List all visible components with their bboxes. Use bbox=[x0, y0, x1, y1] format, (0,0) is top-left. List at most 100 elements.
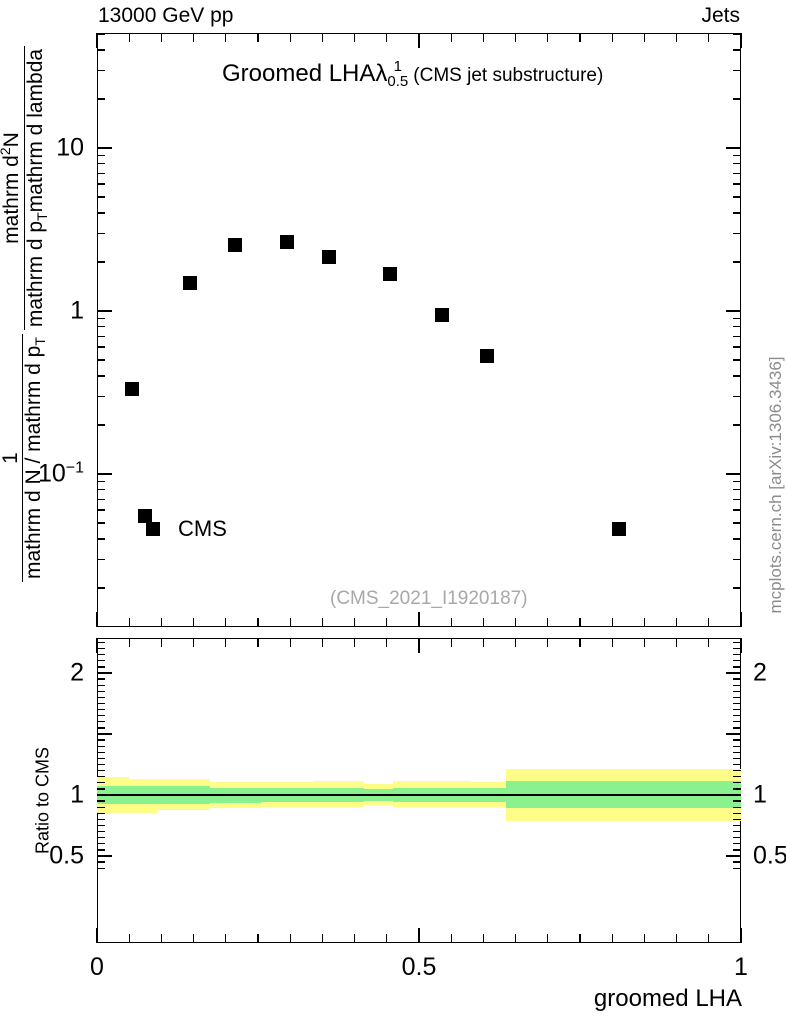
plot-title-lambda-sub: 0.5 bbox=[387, 72, 409, 90]
x-tick-mark bbox=[321, 33, 324, 42]
x-tick-mark bbox=[611, 618, 613, 627]
y-tick-label: 10 bbox=[56, 133, 84, 162]
plot-title: Groomed LHAλ 1 0.5 (CMS jet substructure) bbox=[222, 58, 604, 90]
ratio-y-tick-mark bbox=[97, 745, 105, 747]
x-tick-mark bbox=[160, 618, 163, 627]
y-axis-den-lambda: mathrm d lambda bbox=[23, 48, 47, 213]
ratio-x-tick-mark bbox=[740, 928, 742, 943]
ratio-x-tick-mark bbox=[353, 934, 356, 943]
ratio-x-tick-mark bbox=[643, 934, 646, 943]
y-tick-mark bbox=[97, 522, 105, 524]
y-tick-mark bbox=[733, 424, 741, 426]
ratio-x-tick-mark bbox=[128, 638, 130, 647]
y-tick-mark bbox=[97, 538, 105, 540]
ratio-y-tick-mark bbox=[97, 739, 105, 741]
analysis-id-label: (CMS_2021_I1920187) bbox=[330, 588, 528, 609]
x-tick-label: 1 bbox=[734, 953, 748, 981]
y-axis-title-main-fraction: mathrm d2N mathrm d pTmathrm d lambda bbox=[0, 45, 50, 331]
ratio-y-tick-mark bbox=[97, 830, 105, 833]
x-tick-mark bbox=[482, 618, 485, 627]
legend: CMS bbox=[146, 516, 227, 542]
ratio-y-tick-mark bbox=[733, 684, 741, 686]
data-point-marker bbox=[321, 249, 336, 264]
y-tick-mark bbox=[97, 69, 105, 71]
ratio-y-tick-mark bbox=[733, 727, 741, 729]
ratio-y-tick-mark bbox=[97, 672, 112, 674]
ratio-y-tick-mark bbox=[97, 837, 105, 839]
legend-item-label: CMS bbox=[178, 516, 227, 541]
ratio-y-tick-mark bbox=[733, 721, 741, 723]
ratio-y-tick-mark bbox=[733, 861, 741, 863]
ratio-y-tick-mark bbox=[97, 727, 105, 729]
x-tick-mark bbox=[547, 618, 549, 627]
ratio-y-tick-mark bbox=[733, 739, 741, 741]
y-tick-mark bbox=[733, 98, 741, 100]
ratio-x-tick-mark bbox=[160, 934, 163, 943]
ratio-x-tick-mark bbox=[160, 638, 163, 647]
y-tick-mark bbox=[733, 489, 741, 491]
ratio-y-tick-mark bbox=[97, 824, 105, 827]
y-tick-mark bbox=[97, 489, 105, 491]
ratio-y-tick-mark bbox=[97, 843, 105, 845]
x-tick-mark bbox=[418, 612, 420, 627]
y-tick-mark bbox=[97, 49, 105, 51]
ratio-y-tick-mark bbox=[733, 745, 741, 747]
y-tick-label: 1 bbox=[70, 296, 84, 325]
x-tick-mark bbox=[192, 618, 195, 627]
data-point-marker bbox=[183, 276, 198, 291]
y-tick-mark bbox=[97, 172, 105, 174]
y-tick-mark bbox=[97, 509, 105, 511]
y-tick-mark bbox=[733, 558, 741, 560]
y-tick-mark bbox=[97, 183, 105, 185]
ratio-y-tick-mark bbox=[733, 708, 741, 711]
y-axis-title-prefix-fraction: 1 mathrm d N / mathrm d pT bbox=[0, 334, 49, 583]
ratio-x-tick-mark bbox=[579, 638, 581, 647]
x-tick-mark bbox=[160, 33, 163, 42]
plot-title-text: Groomed LHA bbox=[222, 60, 376, 87]
y-tick-mark bbox=[97, 212, 105, 214]
y-tick-mark bbox=[97, 498, 105, 500]
ratio-x-tick-mark bbox=[675, 934, 678, 943]
y-axis-den-subscript: T bbox=[33, 212, 50, 221]
plot-title-lambda-indices: 1 0.5 bbox=[387, 58, 409, 90]
x-tick-mark bbox=[708, 33, 710, 42]
plot-title-lambda-sup: 1 bbox=[393, 58, 402, 76]
y-tick-mark bbox=[733, 212, 741, 214]
data-point-marker bbox=[228, 237, 243, 252]
ratio-x-tick-mark bbox=[611, 934, 613, 943]
y-tick-mark bbox=[97, 359, 105, 361]
x-axis-title: groomed LHA bbox=[593, 985, 742, 1012]
y-tick-mark bbox=[97, 335, 105, 337]
x-tick-mark bbox=[289, 618, 291, 627]
ratio-x-tick-mark bbox=[675, 638, 678, 647]
ratio-x-tick-mark bbox=[450, 934, 452, 943]
ratio-x-tick-mark bbox=[708, 638, 710, 647]
ratio-y-tick-mark bbox=[733, 641, 741, 644]
x-tick-mark bbox=[96, 612, 98, 627]
plot-title-suffix: (CMS jet substructure) bbox=[413, 65, 604, 86]
y-tick-mark bbox=[97, 98, 105, 100]
ratio-y-tick-mark bbox=[97, 721, 105, 723]
x-tick-mark bbox=[257, 33, 259, 42]
ratio-y-tick-mark bbox=[726, 855, 741, 857]
x-tick-mark bbox=[128, 618, 130, 627]
ratio-y-tick-mark bbox=[733, 654, 741, 656]
x-tick-mark bbox=[514, 33, 517, 42]
y-tick-mark bbox=[97, 261, 105, 263]
x-tick-mark bbox=[418, 33, 420, 48]
y-tick-mark bbox=[733, 359, 741, 361]
ratio-x-tick-mark bbox=[225, 638, 227, 647]
y-tick-mark bbox=[97, 480, 105, 483]
y-tick-mark bbox=[733, 183, 741, 185]
ratio-x-tick-mark bbox=[321, 934, 324, 943]
x-tick-mark bbox=[96, 33, 98, 48]
ratio-x-tick-mark bbox=[128, 934, 130, 943]
x-tick-mark bbox=[740, 33, 742, 48]
ratio-x-tick-mark bbox=[289, 934, 291, 943]
ratio-x-tick-mark bbox=[740, 638, 742, 653]
ratio-y-tick-mark bbox=[97, 684, 105, 686]
ratio-y-tick-mark bbox=[97, 690, 105, 692]
ratio-x-tick-mark bbox=[257, 934, 259, 943]
x-tick-mark bbox=[225, 33, 227, 42]
